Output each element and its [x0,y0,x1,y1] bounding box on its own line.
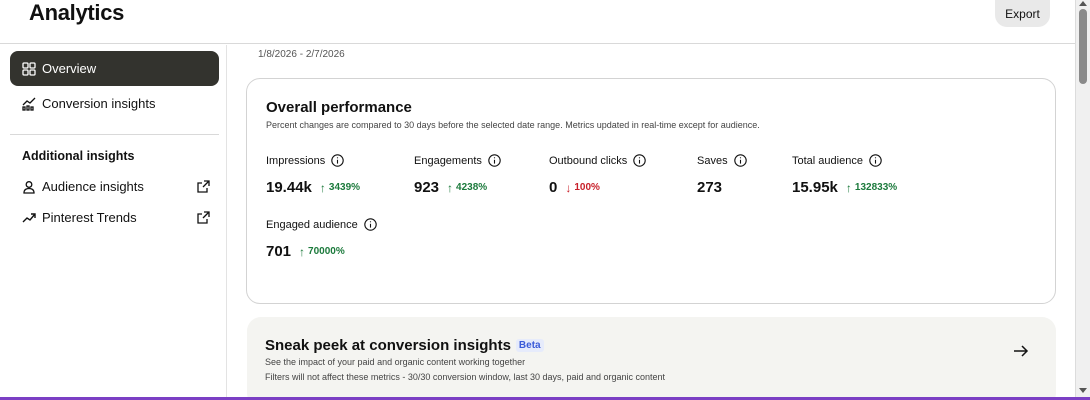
metric-saves: Saves 273 [697,154,747,196]
arrow-up-icon: ↑ [447,180,454,195]
metric-change: ↑ 3439% [319,180,361,195]
metric-change: ↑ 70000% [299,244,345,259]
window-frame-edge [0,397,1090,400]
sidebar-item-label: Conversion insights [42,96,156,111]
metric-total-audience: Total audience 15.95k ↑ 132833% [792,154,897,196]
arrow-down-icon: ↓ [565,180,572,195]
analytics-window: Analytics Export Overview Conversion ins… [0,0,1075,397]
peek-filters-note: Filters will not affect these metrics - … [265,372,666,382]
date-range: 1/8/2026 - 2/7/2026 [258,49,345,60]
metric-change: ↑ 132833% [845,180,898,195]
metric-outbound-clicks: Outbound clicks 0 ↓ 100% [549,154,647,196]
metric-impressions: Impressions 19.44k ↑ 3439% [266,154,360,196]
metric-value: 0 [549,179,558,196]
scroll-up-icon[interactable] [1079,1,1087,6]
grid-icon [22,61,36,76]
sidebar-divider [10,134,219,135]
metric-engaged-audience: Engaged audience 701 ↑ 70000% [266,218,377,260]
metric-value: 273 [697,179,723,196]
trend-icon [22,211,36,225]
arrow-right-icon[interactable] [1013,344,1029,358]
peek-title: Sneak peek at conversion insights Beta [265,337,544,354]
sidebar-item-audience-insights[interactable]: Audience insights [22,179,210,194]
scrollbar-thumb[interactable] [1079,9,1087,84]
sidebar-item-label: Audience insights [42,179,144,194]
sidebar-item-conversion-insights[interactable]: Conversion insights [10,86,219,121]
sidebar: Overview Conversion insights Additional … [0,45,227,397]
metric-value: 15.95k [792,179,838,196]
metric-change: ↑ 4238% [447,180,488,195]
metric-label: Engaged audience [266,218,358,231]
info-icon[interactable] [633,154,647,167]
metric-value: 701 [266,243,292,260]
sidebar-item-pinterest-trends[interactable]: Pinterest Trends [22,210,210,225]
conversion-insights-peek-card[interactable]: Sneak peek at conversion insights Beta S… [247,317,1056,397]
sidebar-item-label: Pinterest Trends [42,210,137,225]
scroll-down-icon[interactable] [1079,388,1087,393]
card-subtitle: Percent changes are compared to 30 days … [266,120,760,130]
metric-engagements: Engagements 923 ↑ 4238% [414,154,501,196]
metric-change: ↓ 100% [565,180,600,195]
export-button[interactable]: Export [995,0,1050,27]
info-icon[interactable] [869,154,882,167]
info-icon[interactable] [733,154,747,167]
arrow-up-icon: ↑ [299,244,306,259]
metric-value: 19.44k [266,179,312,196]
info-icon[interactable] [331,154,345,167]
sidebar-item-overview[interactable]: Overview [10,51,219,86]
beta-badge: Beta [515,339,544,352]
info-icon[interactable] [364,218,377,231]
metric-value: 923 [414,179,440,196]
external-link-icon[interactable] [197,211,210,224]
info-icon[interactable] [488,154,501,167]
external-link-icon[interactable] [197,180,210,193]
overall-performance-card: Overall performance Percent changes are … [246,78,1056,304]
arrow-up-icon: ↑ [845,180,852,195]
card-title: Overall performance [266,99,412,116]
person-icon [22,180,36,194]
sidebar-section-title: Additional insights [22,149,135,163]
scrollbar[interactable] [1075,0,1090,397]
page-title: Analytics [29,0,125,25]
page-header: Analytics Export [0,0,1075,44]
metric-label: Impressions [266,154,326,167]
arrow-up-icon: ↑ [319,180,326,195]
metric-label: Engagements [414,154,482,167]
chart-cart-icon [22,97,36,111]
peek-description: See the impact of your paid and organic … [265,357,526,367]
metric-label: Saves [697,154,728,167]
metric-label: Total audience [792,154,863,167]
sidebar-item-label: Overview [42,61,97,76]
metric-label: Outbound clicks [549,154,628,167]
